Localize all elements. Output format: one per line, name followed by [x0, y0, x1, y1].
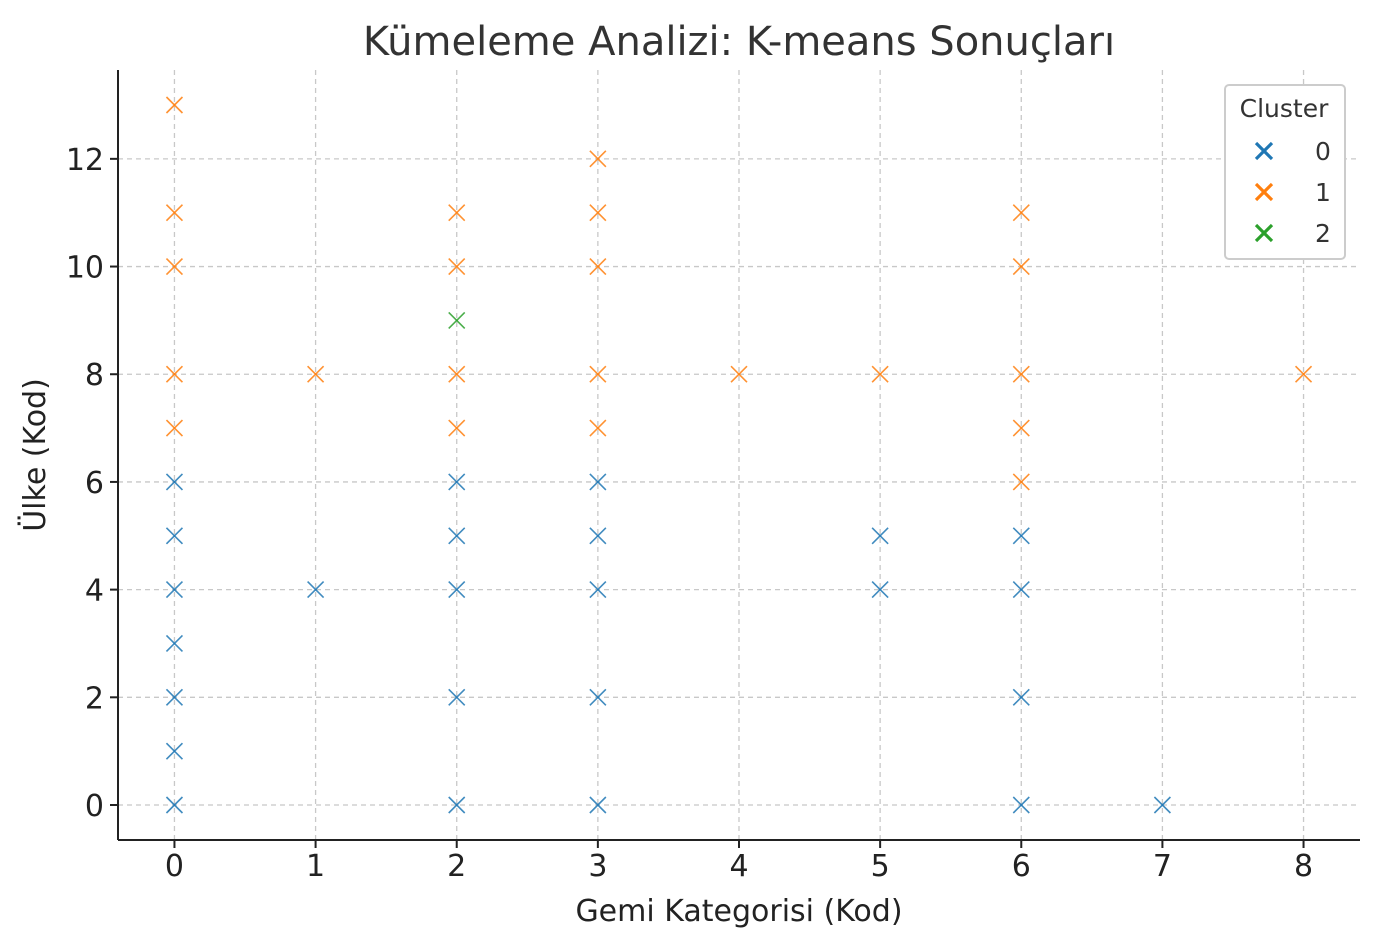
grid-layer — [118, 70, 1360, 840]
x-tick-label: 5 — [871, 849, 890, 884]
legend-title: Cluster — [1240, 94, 1329, 123]
data-point-cluster-0 — [871, 527, 889, 545]
legend-marker — [1254, 141, 1274, 161]
data-point-cluster-1 — [730, 365, 748, 383]
data-point-cluster-0 — [871, 581, 889, 599]
x-tick-label: 4 — [729, 849, 748, 884]
data-point-cluster-1 — [165, 419, 184, 437]
legend-marker — [1254, 223, 1274, 243]
legend: Cluster 0 1 2 — [1224, 84, 1346, 260]
y-tick-label: 12 — [66, 143, 104, 178]
axes-layer — [117, 70, 1360, 841]
y-axis-label: Ülke (Kod) — [17, 378, 53, 532]
legend-label: 1 — [1315, 178, 1331, 207]
data-point-cluster-1 — [165, 365, 184, 383]
data-point-cluster-0 — [1012, 581, 1030, 599]
data-point-cluster-0 — [589, 581, 607, 599]
data-point-cluster-1 — [589, 365, 607, 383]
data-point-cluster-0 — [448, 581, 466, 599]
data-point-cluster-0 — [165, 688, 184, 706]
data-point-cluster-1 — [448, 204, 466, 222]
data-point-cluster-1 — [1012, 257, 1030, 276]
legend-marker — [1254, 182, 1274, 202]
data-point-cluster-1 — [589, 204, 607, 222]
x-axis-label: Gemi Kategorisi (Kod) — [575, 894, 902, 929]
x-tick-label: 7 — [1153, 849, 1172, 884]
data-point-cluster-1 — [1012, 204, 1030, 222]
y-tick-label: 4 — [85, 574, 104, 609]
data-point-cluster-0 — [165, 742, 184, 760]
data-point-cluster-0 — [589, 796, 607, 814]
data-point-cluster-0 — [589, 473, 607, 491]
data-point-cluster-0 — [448, 473, 466, 491]
data-point-cluster-1 — [307, 365, 325, 383]
data-point-cluster-0 — [1012, 796, 1030, 814]
data-point-cluster-1 — [1012, 365, 1030, 383]
data-point-cluster-1 — [448, 257, 466, 276]
x-tick-label: 6 — [1012, 849, 1031, 884]
x-tick-label: 2 — [447, 849, 466, 884]
chart-title: Kümeleme Analizi: K-means Sonuçları — [363, 19, 1115, 65]
data-point-cluster-1 — [871, 365, 889, 383]
data-point-cluster-0 — [1012, 688, 1030, 706]
data-point-cluster-1 — [448, 419, 466, 437]
x-tick-label: 1 — [306, 849, 325, 884]
data-point-cluster-0 — [589, 527, 607, 545]
y-tick-label: 0 — [85, 789, 104, 824]
data-point-cluster-1 — [165, 204, 184, 222]
data-point-cluster-1 — [1294, 365, 1313, 383]
data-point-cluster-0 — [165, 527, 184, 545]
legend-label: 2 — [1315, 219, 1331, 248]
data-point-cluster-0 — [165, 473, 184, 491]
data-point-cluster-0 — [165, 581, 184, 599]
y-tick-label: 2 — [85, 681, 104, 716]
legend-entry-1: 1 — [1254, 178, 1331, 207]
data-point-cluster-0 — [589, 688, 607, 706]
data-point-cluster-0 — [1153, 796, 1171, 814]
y-tick-label: 6 — [85, 466, 104, 501]
y-tick-label: 10 — [66, 251, 104, 286]
data-point-cluster-1 — [589, 150, 607, 168]
x-tick-label: 0 — [165, 849, 184, 884]
data-point-cluster-0 — [1012, 527, 1030, 545]
data-point-cluster-0 — [165, 796, 184, 814]
data-point-cluster-1 — [165, 257, 184, 276]
data-point-cluster-0 — [448, 688, 466, 706]
x-tick-label: 3 — [588, 849, 607, 884]
data-point-cluster-1 — [165, 96, 184, 114]
legend-entry-2: 2 — [1254, 219, 1331, 248]
data-point-cluster-1 — [448, 365, 466, 383]
data-point-cluster-0 — [448, 796, 466, 814]
points-layer — [165, 96, 1313, 814]
data-point-cluster-2 — [448, 311, 466, 329]
legend-box — [1224, 84, 1346, 260]
legend-label: 0 — [1315, 137, 1331, 166]
data-point-cluster-1 — [589, 419, 607, 437]
y-tick-label: 8 — [85, 358, 104, 393]
data-point-cluster-0 — [165, 634, 184, 653]
data-point-cluster-1 — [589, 257, 607, 276]
legend-entry-0: 0 — [1254, 137, 1331, 166]
data-point-cluster-1 — [1012, 419, 1030, 437]
data-point-cluster-0 — [448, 527, 466, 545]
data-point-cluster-1 — [1012, 473, 1030, 491]
x-tick-label: 8 — [1294, 849, 1313, 884]
data-point-cluster-0 — [307, 581, 325, 599]
legend-entries: 0 1 2 — [1254, 137, 1331, 248]
